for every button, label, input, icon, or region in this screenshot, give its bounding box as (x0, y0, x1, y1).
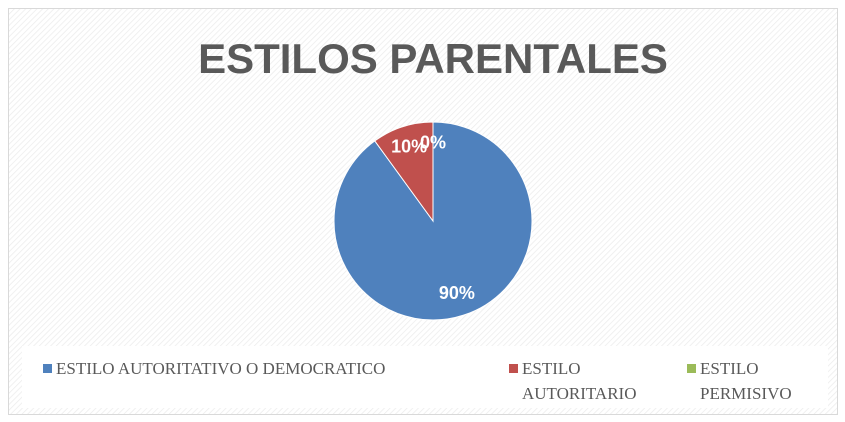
data-label: 10% (391, 136, 427, 156)
legend-entry: ESTILO PERMISIVO (687, 356, 820, 406)
data-label: 90% (439, 283, 475, 303)
legend-entry: ESTILO AUTORITATIVO O DEMOCRATICO (43, 356, 496, 381)
legend-entry: ESTILO AUTORITARIO (509, 356, 672, 406)
legend-swatch (509, 364, 518, 373)
legend-swatch (43, 364, 52, 373)
legend: ESTILO AUTORITATIVO O DEMOCRATICO ESTILO … (22, 346, 828, 408)
legend-label: ESTILO PERMISIVO (700, 359, 792, 403)
pie-slice (374, 121, 434, 223)
data-label: 0% (420, 133, 446, 153)
chart-title: ESTILOS PARENTALES (198, 35, 668, 82)
pie: 90% 10%0% (333, 121, 533, 321)
legend-label: ESTILO AUTORITATIVO O DEMOCRATICO (56, 359, 386, 378)
legend-label: ESTILO AUTORITARIO (522, 359, 637, 403)
legend-swatch (687, 364, 696, 373)
